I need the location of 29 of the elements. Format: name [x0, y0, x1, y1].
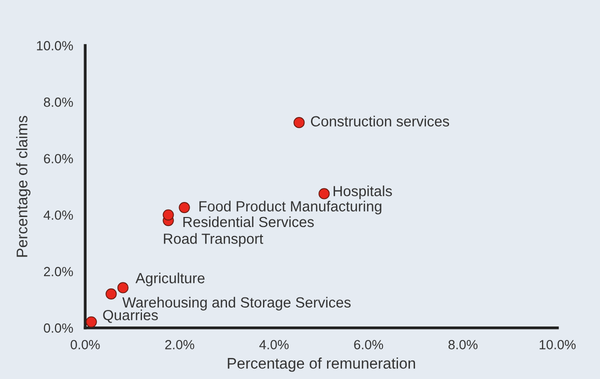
x-tick-label: 4.0% — [259, 340, 289, 350]
x-tick-label: 10.0% — [540, 340, 576, 350]
y-tick-label: 10.0% — [36, 41, 73, 50]
annotation: Residential Services — [183, 216, 314, 228]
annotation: Road Transport — [164, 233, 264, 247]
annotation: Quarries — [103, 310, 158, 323]
y-tick-label: 6.0% — [44, 154, 73, 164]
x-axis-title: Percentage of remuneration — [228, 357, 416, 372]
point — [294, 116, 305, 128]
annotation: Hospitals — [334, 186, 392, 200]
x-tick-label: 8.0% — [448, 340, 478, 350]
y-tick-label: 0.0% — [44, 323, 73, 333]
y-tick-label: 2.0% — [44, 266, 73, 276]
x-tick-label: 2.0% — [165, 340, 194, 350]
x-tick-label: 6.0% — [354, 340, 384, 350]
point — [162, 209, 174, 220]
annotation: Agriculture — [136, 272, 205, 286]
y-tick-label: 8.0% — [44, 98, 73, 107]
point — [117, 282, 129, 294]
point — [106, 288, 117, 300]
annotation: Construction services — [310, 116, 450, 126]
x-tick-label: 0.0% — [70, 340, 100, 350]
y-tick-label: 4.0% — [44, 210, 73, 220]
point — [178, 202, 190, 214]
annotation: Food Product Manufacturing — [199, 200, 382, 214]
annotation: Warehousing and Storage Services — [122, 296, 351, 310]
point — [318, 188, 330, 200]
point — [86, 316, 97, 328]
y-axis-title: Percentage of claims — [16, 116, 30, 257]
